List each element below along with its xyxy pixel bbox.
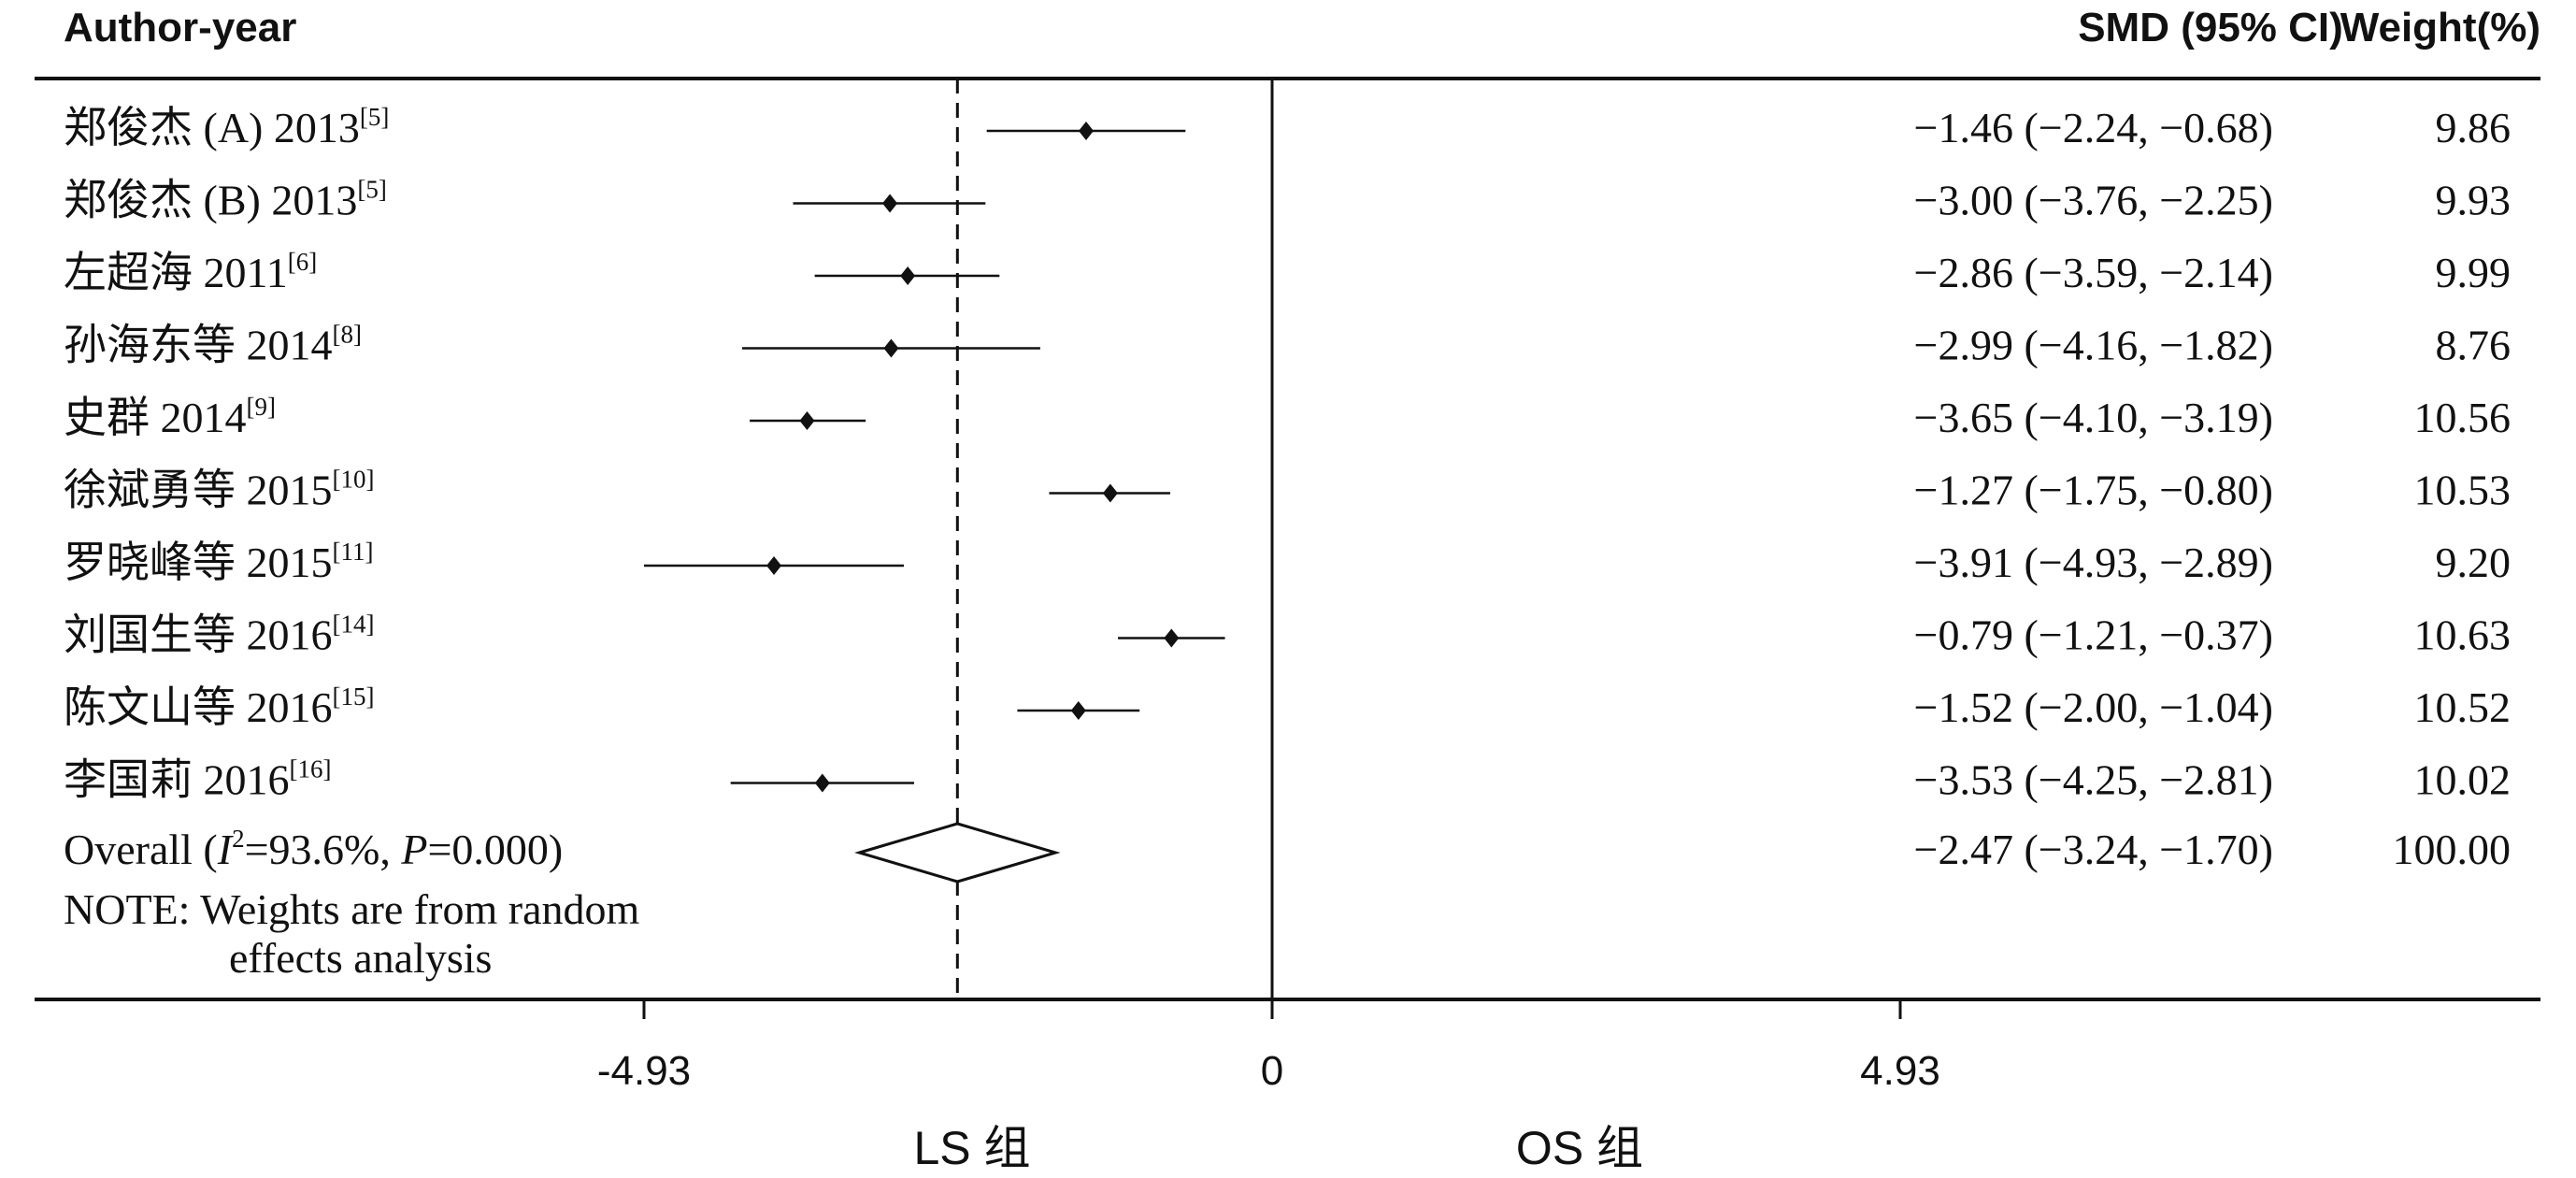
study-label: 徐斌勇等 2015[10]: [64, 466, 374, 514]
note-line-2: effects analysis: [229, 934, 492, 982]
study-point: [882, 194, 898, 213]
study-point: [799, 411, 815, 430]
study-ci-text: −3.65 (−4.10, −3.19): [1914, 394, 2273, 441]
study-ci-text: −2.99 (−4.16, −1.82): [1914, 322, 2273, 369]
study-weight: 9.93: [2436, 177, 2512, 224]
axis-tick-label: -4.93: [597, 1048, 691, 1094]
study-weight: 10.52: [2414, 683, 2512, 731]
study-label: 郑俊杰 (B) 2013[5]: [64, 176, 387, 224]
study-weight: 8.76: [2436, 322, 2512, 369]
study-point: [766, 556, 782, 575]
study-point: [1070, 701, 1086, 720]
axis-tick-label: 4.93: [1860, 1048, 1940, 1094]
header-effect: SMD (95% CI): [2078, 5, 2343, 50]
study-label: 陈文山等 2016[15]: [64, 682, 374, 731]
study-point: [1078, 122, 1094, 140]
study-weight: 10.02: [2414, 756, 2512, 804]
overall-weight: 100.00: [2393, 826, 2512, 873]
study-ci-text: −3.91 (−4.93, −2.89): [1914, 539, 2273, 586]
study-ci-text: −3.53 (−4.25, −2.81): [1914, 756, 2273, 804]
study-label: 罗晓峰等 2015[11]: [64, 538, 373, 586]
study-point: [814, 773, 830, 793]
study-ci-text: −1.46 (−2.24, −0.68): [1914, 104, 2273, 151]
study-point: [883, 338, 899, 358]
overall-label: Overall (I2=93.6%, P=0.000): [64, 825, 563, 873]
group-left-label: LS 组: [913, 1122, 1030, 1174]
study-label: 李国莉 2016[16]: [64, 755, 331, 804]
study-label: 史群 2014[9]: [64, 393, 276, 441]
study-point: [1164, 628, 1180, 648]
note-line-1: NOTE: Weights are from random: [64, 885, 640, 933]
study-weight: 9.99: [2436, 249, 2512, 296]
study-weight: 9.86: [2436, 104, 2512, 151]
study-ci-text: −3.00 (−3.76, −2.25): [1914, 177, 2273, 224]
header-weight: Weight(%): [2340, 5, 2540, 50]
study-weight: 10.53: [2414, 467, 2512, 514]
study-ci-text: −1.27 (−1.75, −0.80): [1914, 467, 2273, 514]
study-ci-text: −2.86 (−3.59, −2.14): [1914, 249, 2273, 296]
study-label: 孙海东等 2014[8]: [64, 321, 362, 369]
overall-ci-text: −2.47 (−3.24, −1.70): [1914, 826, 2273, 873]
study-weight: 10.56: [2414, 394, 2512, 441]
study-label: 郑俊杰 (A) 2013[5]: [64, 103, 389, 151]
study-ci-text: −0.79 (−1.21, −0.37): [1914, 611, 2273, 659]
study-point: [900, 266, 916, 285]
axis-tick-label: 0: [1261, 1048, 1283, 1094]
study-weight: 9.20: [2436, 539, 2512, 586]
study-label: 左超海 2011[6]: [64, 248, 317, 296]
overall-diamond: [854, 822, 1061, 884]
header-study: Author-year: [64, 5, 296, 50]
study-weight: 10.63: [2414, 611, 2512, 659]
group-right-label: OS 组: [1516, 1122, 1643, 1174]
study-label: 刘国生等 2016[14]: [64, 611, 374, 659]
study-point: [1102, 483, 1118, 503]
study-ci-text: −1.52 (−2.00, −1.04): [1914, 683, 2273, 731]
